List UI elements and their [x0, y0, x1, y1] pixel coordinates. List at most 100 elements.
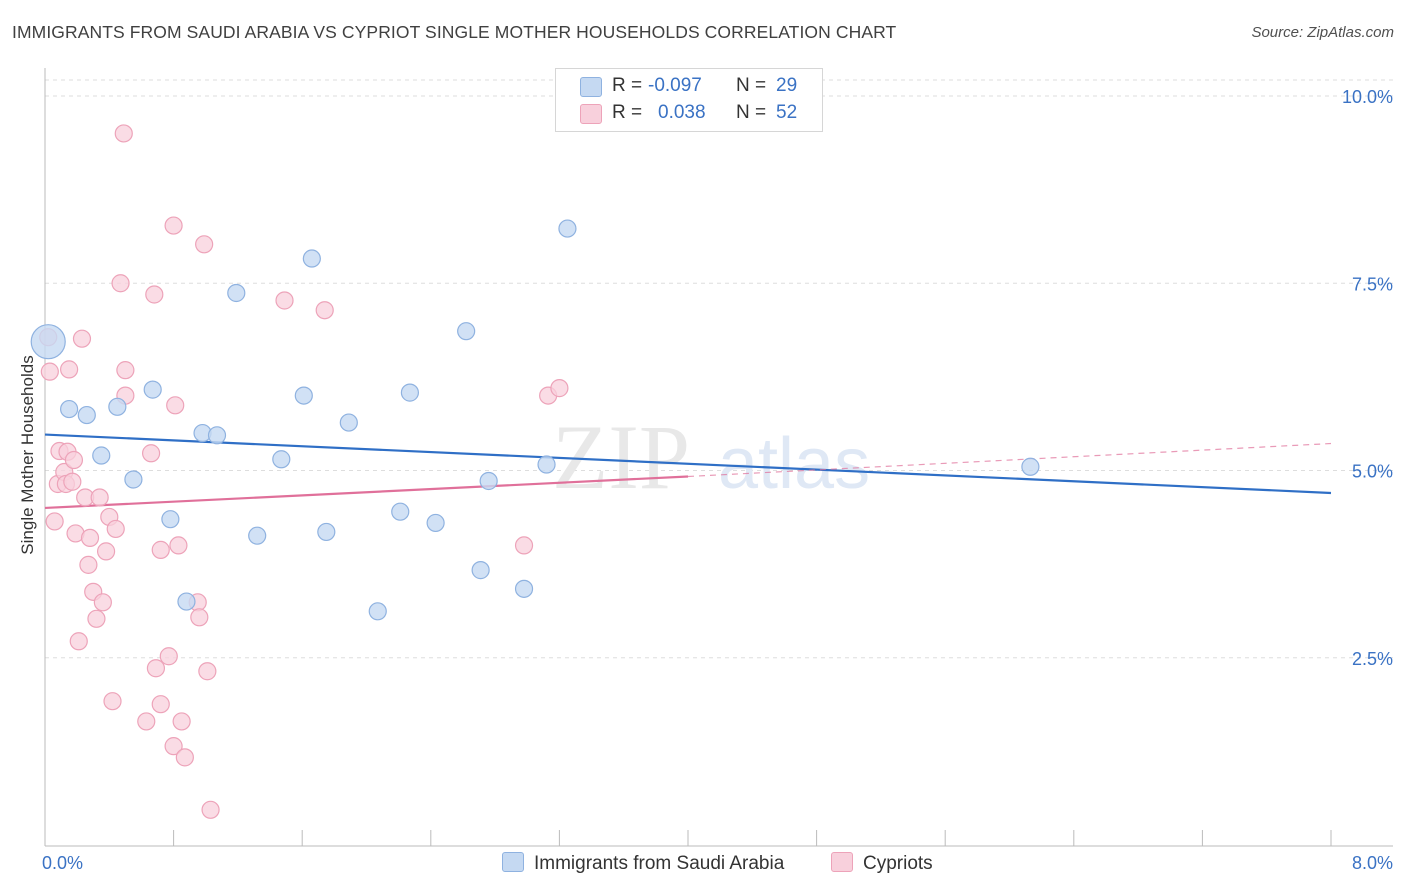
bottom-legend-swatch-cypriots [831, 852, 853, 872]
point-cypriots-36 [164, 216, 183, 235]
point-cypriots-20 [93, 593, 112, 612]
point-saudi-24 [479, 471, 498, 491]
point-cypriots-32 [151, 540, 170, 559]
point-saudi-8 [177, 592, 196, 611]
point-saudi-0 [30, 324, 66, 360]
point-cypriots-44 [198, 662, 217, 681]
point-cypriots-29 [141, 444, 161, 463]
point-cypriots-40 [175, 748, 194, 767]
watermark: ZIP atlas [552, 406, 870, 508]
point-saudi-3 [92, 446, 111, 465]
point-saudi-28 [1021, 457, 1040, 476]
point-cypriots-46 [275, 291, 294, 310]
point-saudi-13 [272, 450, 291, 469]
point-saudi-27 [558, 219, 577, 238]
point-saudi-10 [207, 426, 227, 445]
data-points [30, 124, 1040, 819]
point-cypriots-48 [514, 536, 534, 555]
y-tick-label-2: 7.5% [1352, 274, 1393, 294]
point-cypriots-21 [96, 542, 116, 561]
point-saudi-5 [124, 470, 143, 489]
point-cypriots-2 [45, 512, 64, 531]
correlation-legend: R = -0.097 N = 29 R = 0.038 N = 52 [555, 68, 823, 132]
point-cypriots-18 [87, 609, 106, 628]
point-cypriots-19 [90, 488, 109, 507]
trend-line-saudi [44, 433, 1332, 495]
point-saudi-15 [302, 249, 321, 268]
point-saudi-22 [457, 322, 476, 341]
point-cypriots-33 [151, 695, 170, 714]
point-saudi-21 [426, 513, 445, 533]
point-cypriots-24 [106, 519, 125, 539]
axes [44, 68, 1393, 847]
y-tick-label-3: 10.0% [1342, 87, 1393, 107]
point-cypriots-38 [169, 536, 188, 555]
point-saudi-18 [368, 602, 387, 621]
tick-labels: 2.5% 5.0% 7.5% 10.0% 0.0% 8.0% [42, 87, 1393, 873]
point-saudi-2 [77, 405, 96, 425]
point-cypriots-28 [137, 712, 156, 731]
watermark-atlas: atlas [718, 424, 870, 504]
y-tick-label-0: 2.5% [1352, 649, 1393, 669]
point-saudi-14 [294, 386, 313, 405]
bottom-legend-swatch-saudi [502, 852, 524, 872]
legend-n-label: N = [736, 75, 767, 96]
point-saudi-23 [471, 561, 490, 580]
point-cypriots-10 [64, 450, 84, 470]
point-cypriots-13 [72, 329, 92, 348]
y-tick-label-1: 5.0% [1352, 462, 1393, 482]
point-cypriots-35 [164, 737, 183, 756]
x-tick-label-max: 8.0% [1352, 853, 1393, 873]
point-cypriots-26 [116, 361, 135, 380]
legend-swatch-saudi [580, 77, 602, 97]
point-saudi-25 [514, 579, 534, 598]
point-saudi-7 [161, 510, 180, 529]
point-saudi-20 [400, 383, 420, 402]
bottom-legend-label-saudi: Immigrants from Saudi Arabia [534, 853, 785, 874]
point-saudi-4 [108, 397, 127, 416]
point-saudi-26 [537, 455, 556, 474]
point-saudi-19 [391, 502, 410, 521]
point-saudi-16 [317, 522, 336, 542]
x-tick-label-min: 0.0% [42, 853, 83, 873]
legend-swatch-cypriots [580, 104, 602, 124]
source-label: Source: ZipAtlas.com [1251, 24, 1394, 41]
point-cypriots-37 [166, 396, 185, 415]
point-cypriots-30 [145, 285, 164, 304]
watermark-zip: ZIP [552, 406, 690, 508]
point-cypriots-25 [111, 274, 130, 293]
gridlines [45, 79, 1393, 659]
legend-n-value-saudi: 29 [776, 75, 798, 96]
point-cypriots-34 [159, 647, 178, 666]
point-cypriots-43 [195, 235, 214, 254]
point-cypriots-9 [63, 472, 82, 491]
trend-lines [44, 433, 1332, 510]
y-axis-label: Single Mother Households [18, 355, 37, 554]
point-saudi-11 [227, 283, 246, 303]
trend-line-cypriots [44, 475, 689, 510]
point-saudi-1 [60, 399, 79, 419]
legend-r-value-saudi: -0.097 [648, 75, 702, 96]
bottom-legend-saudi: Immigrants from Saudi Arabia [502, 852, 784, 875]
point-cypriots-12 [69, 632, 88, 651]
point-cypriots-15 [79, 555, 98, 574]
point-saudi-6 [143, 380, 162, 399]
point-cypriots-1 [40, 362, 59, 381]
point-cypriots-16 [80, 528, 100, 548]
chart-title: IMMIGRANTS FROM SAUDI ARABIA VS CYPRIOT … [12, 22, 897, 42]
point-cypriots-31 [146, 659, 166, 678]
point-cypriots-23 [103, 692, 122, 711]
point-cypriots-39 [172, 712, 191, 731]
point-cypriots-8 [60, 360, 79, 379]
point-cypriots-42 [190, 608, 209, 627]
point-saudi-12 [248, 526, 267, 545]
legend-r-label: R = [612, 102, 643, 123]
legend-r-label: R = [612, 75, 643, 96]
point-cypriots-47 [315, 301, 334, 320]
point-saudi-17 [339, 413, 358, 432]
legend-n-value-cypriots: 52 [776, 102, 798, 123]
legend-r-value-cypriots: 0.038 [658, 102, 706, 123]
bottom-legend-cypriots: Cypriots [831, 852, 933, 875]
legend-n-label: N = [736, 102, 767, 123]
